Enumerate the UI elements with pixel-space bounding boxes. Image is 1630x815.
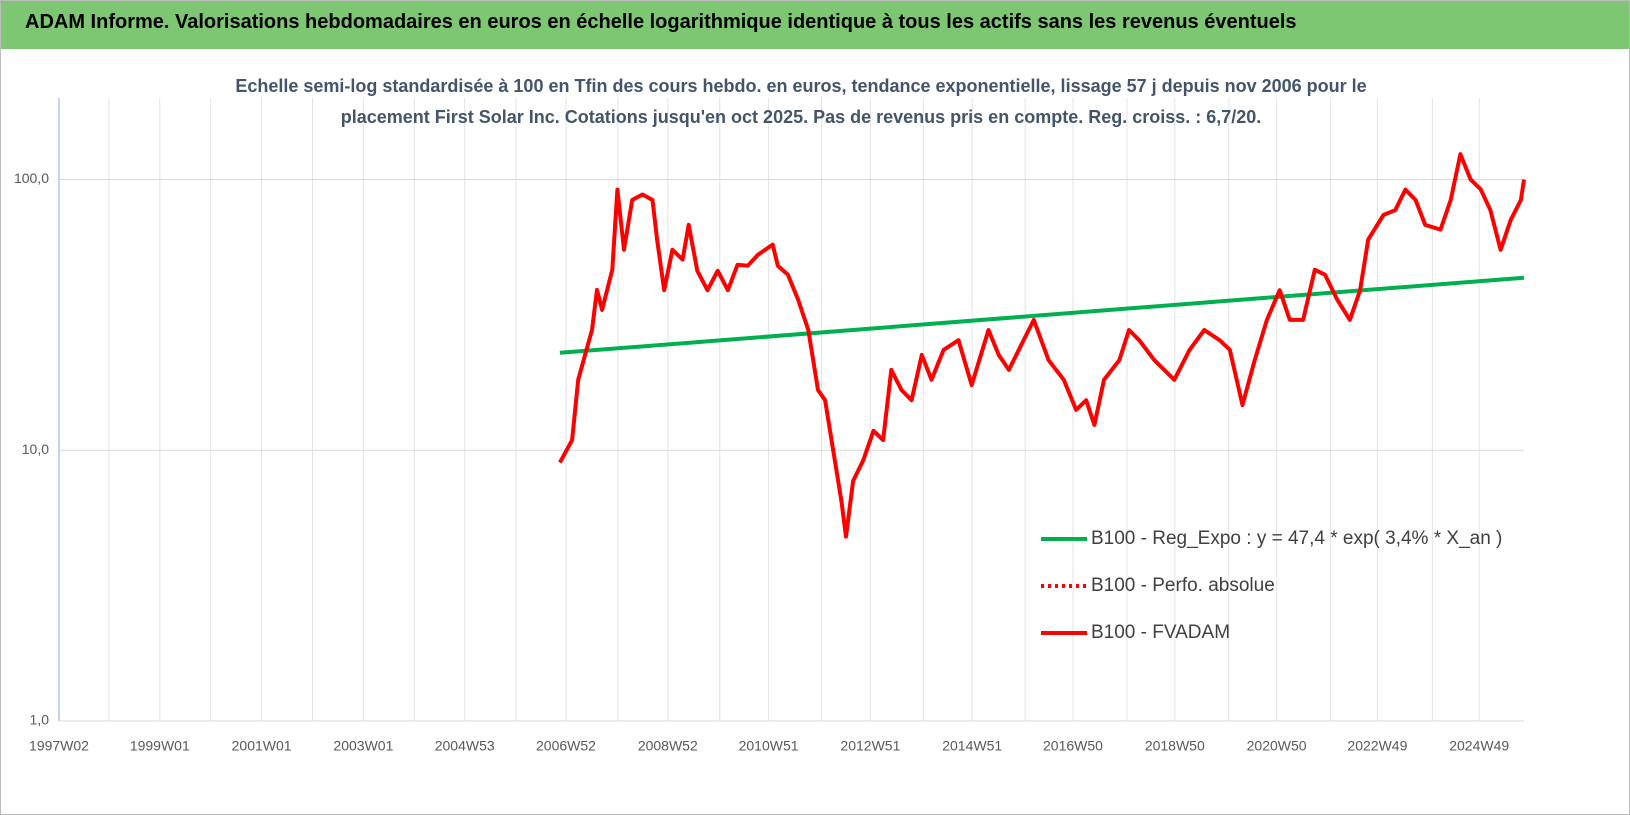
chart-title: Echelle semi-log standardisée à 100 en T… <box>235 76 1367 127</box>
x-tick-label: 1999W01 <box>130 738 190 754</box>
x-tick-label: 2010W51 <box>739 738 799 754</box>
x-tick-label: 2004W53 <box>435 738 495 754</box>
y-tick-label: 1,0 <box>30 712 50 728</box>
series-line <box>559 275 1525 355</box>
series-line <box>558 152 1526 539</box>
x-tick-label: 2016W50 <box>1043 738 1103 754</box>
legend-label: B100 - Reg_Expo : y = 47,4 * exp( 3,4% *… <box>1091 528 1502 549</box>
x-tick-label: 2024W49 <box>1449 738 1509 754</box>
y-tick-label: 100,0 <box>14 170 49 186</box>
x-tick-label: 1997W02 <box>29 738 89 754</box>
x-tick-label: 2022W49 <box>1347 738 1407 754</box>
header-title: ADAM Informe. Valorisations hebdomadaire… <box>25 11 1297 33</box>
header: ADAM Informe. Valorisations hebdomadaire… <box>1 1 1629 49</box>
legend-label: B100 - Perfo. absolue <box>1091 575 1275 596</box>
x-tick-label: 2006W52 <box>536 738 596 754</box>
x-tick-label: 2001W01 <box>232 738 292 754</box>
x-tick-label: 2020W50 <box>1247 738 1307 754</box>
x-tick-label: 2008W52 <box>638 738 698 754</box>
legend-label: B100 - FVADAM <box>1091 622 1230 643</box>
x-tick-label: 2012W51 <box>840 738 900 754</box>
x-tick-label: 2003W01 <box>333 738 393 754</box>
x-tick-label: 2014W51 <box>942 738 1002 754</box>
y-tick-label: 10,0 <box>22 441 49 457</box>
x-tick-label: 2018W50 <box>1145 738 1205 754</box>
